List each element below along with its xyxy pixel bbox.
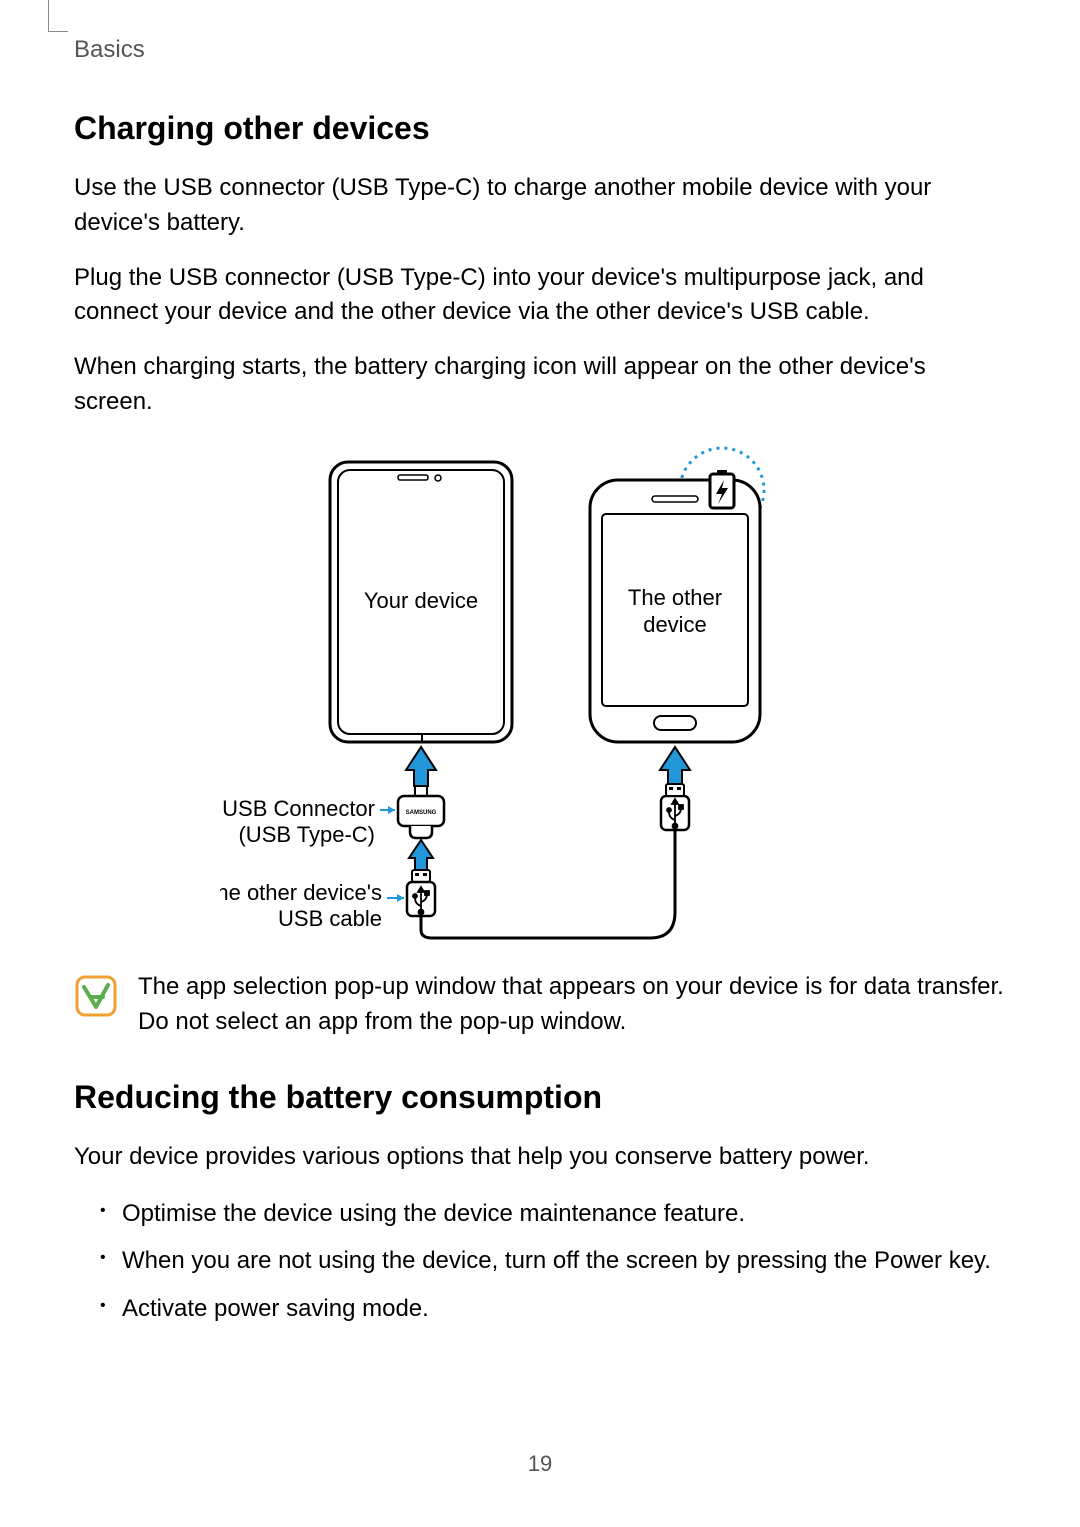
battery-charging-icon — [710, 470, 734, 508]
list-item: Activate power saving mode. — [100, 1290, 1006, 1327]
charging-diagram-svg: Your device The other device — [220, 440, 860, 940]
other-cable-plug-shape — [407, 870, 435, 916]
page-number: 19 — [0, 1451, 1080, 1477]
arrow-to-your-device — [406, 747, 436, 786]
list-item: Optimise the device using the device mai… — [100, 1195, 1006, 1232]
reducing-bullet-list: Optimise the device using the device mai… — [74, 1195, 1006, 1327]
charging-diagram: Your device The other device — [74, 440, 1006, 940]
label-other-device-1: The other — [628, 585, 722, 610]
heading-reducing-battery: Reducing the battery consumption — [74, 1079, 1006, 1116]
other-device-plug-shape — [661, 784, 689, 830]
label-usb-connector-1: USB Connector — [222, 796, 375, 821]
usb-connector-shape: SAMSUNG — [398, 786, 444, 838]
info-note: The app selection pop-up window that app… — [74, 970, 1006, 1040]
paragraph-charging-3: When charging starts, the battery chargi… — [74, 350, 1006, 420]
section-breadcrumb: Basics — [74, 36, 145, 64]
paragraph-charging-2: Plug the USB connector (USB Type-C) into… — [74, 261, 1006, 331]
note-icon — [74, 974, 118, 1018]
header-corner-marker — [48, 0, 68, 32]
heading-charging-other-devices: Charging other devices — [74, 110, 1006, 147]
other-device-shape — [590, 480, 760, 742]
arrow-into-connector — [409, 840, 433, 870]
label-your-device: Your device — [364, 588, 478, 613]
paragraph-reducing-intro: Your device provides various options tha… — [74, 1140, 1006, 1175]
paragraph-charging-1: Use the USB connector (USB Type-C) to ch… — [74, 171, 1006, 241]
label-other-device-2: device — [643, 612, 707, 637]
list-item: When you are not using the device, turn … — [100, 1242, 1006, 1279]
cable-path — [421, 830, 675, 938]
svg-text:SAMSUNG: SAMSUNG — [406, 810, 437, 816]
label-other-cable-2: USB cable — [278, 906, 382, 931]
label-other-cable-1: The other device's — [220, 880, 382, 905]
note-text: The app selection pop-up window that app… — [138, 970, 1006, 1040]
arrow-to-other-device — [660, 747, 690, 784]
label-usb-connector-2: (USB Type-C) — [238, 822, 375, 847]
page-content: Charging other devices Use the USB conne… — [74, 110, 1006, 1337]
